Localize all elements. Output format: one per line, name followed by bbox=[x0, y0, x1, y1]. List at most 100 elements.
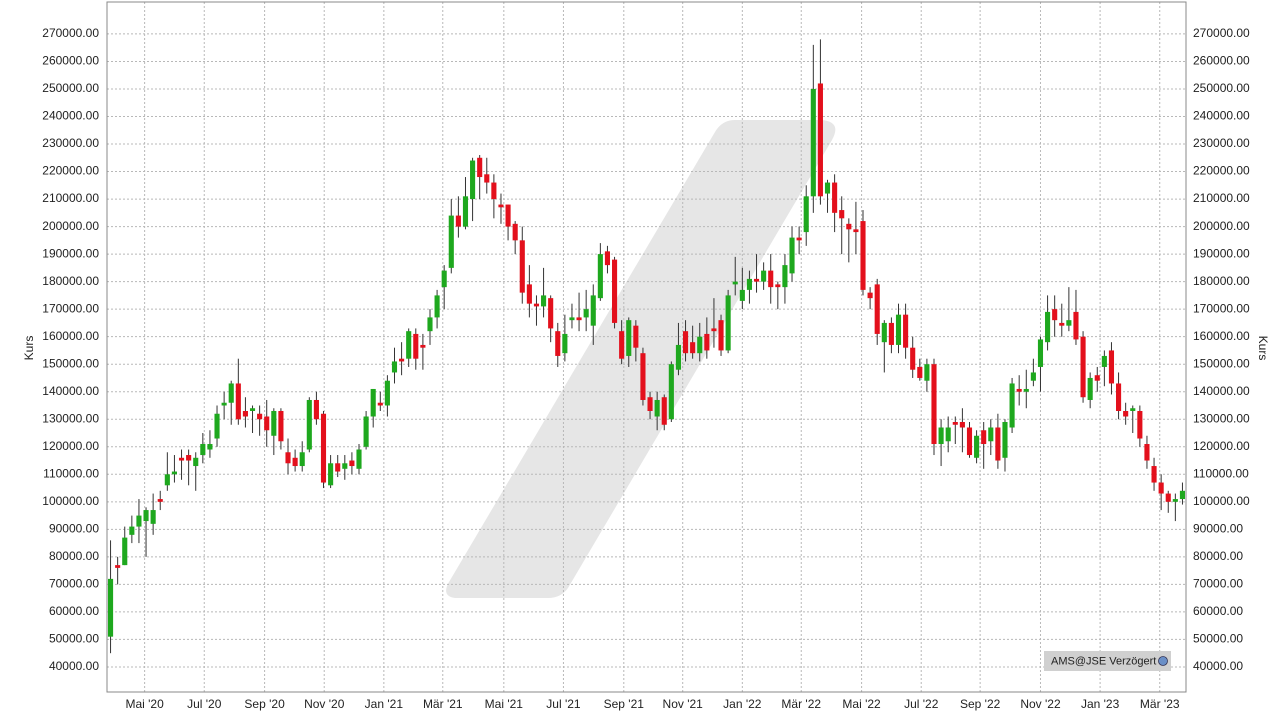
candle-body bbox=[164, 474, 170, 486]
candle-body bbox=[682, 331, 689, 354]
candle-body bbox=[235, 383, 241, 420]
candle-body bbox=[1066, 320, 1072, 326]
candle-body bbox=[846, 223, 852, 230]
y-tick-label: 220000.00 bbox=[42, 164, 99, 178]
candle-body bbox=[150, 510, 156, 524]
y2-tick-label: 180000.00 bbox=[1193, 274, 1250, 288]
candle-body bbox=[569, 317, 575, 321]
candle-body bbox=[711, 328, 717, 332]
y-tick-label: 170000.00 bbox=[42, 301, 99, 315]
y2-tick-label: 110000.00 bbox=[1193, 466, 1249, 480]
candle-body bbox=[129, 526, 135, 535]
candle-body bbox=[186, 455, 192, 461]
x-tick-label: Sep '20 bbox=[244, 697, 285, 711]
y-tick-label: 190000.00 bbox=[42, 246, 99, 260]
y-tick-label: 90000.00 bbox=[49, 522, 99, 536]
y-tick-label: 50000.00 bbox=[49, 632, 99, 646]
y-tick-label: 210000.00 bbox=[42, 191, 99, 205]
candle-body bbox=[519, 240, 525, 293]
candle-body bbox=[242, 410, 248, 417]
candle-body bbox=[491, 182, 497, 200]
y2-tick-label: 260000.00 bbox=[1193, 54, 1250, 68]
x-tick-label: Nov '20 bbox=[304, 697, 345, 711]
candle-body bbox=[548, 298, 554, 329]
candle-body bbox=[249, 408, 256, 411]
candle-body bbox=[895, 314, 902, 345]
candle-body bbox=[1172, 499, 1178, 502]
candles bbox=[107, 39, 1186, 654]
y2-tick-label: 50000.00 bbox=[1193, 632, 1243, 646]
x-tick-label: Sep '22 bbox=[960, 697, 1001, 711]
candle-body bbox=[768, 270, 774, 288]
candle-body bbox=[626, 320, 632, 356]
candle-body bbox=[328, 463, 334, 486]
y-tick-label: 80000.00 bbox=[49, 549, 99, 563]
y2-tick-label: 190000.00 bbox=[1193, 246, 1250, 260]
candle-body bbox=[1144, 444, 1150, 461]
candle-body bbox=[533, 303, 540, 307]
y2-tick-label: 80000.00 bbox=[1193, 549, 1243, 563]
candle-body bbox=[1002, 422, 1008, 458]
candle-body bbox=[888, 322, 894, 345]
candle-body bbox=[505, 204, 511, 227]
y-tick-label: 110000.00 bbox=[43, 466, 99, 480]
globe-icon bbox=[1158, 656, 1168, 666]
candle-body bbox=[1130, 408, 1136, 411]
candle-body bbox=[271, 410, 277, 436]
candle-body bbox=[1023, 388, 1029, 392]
candle-body bbox=[931, 364, 937, 445]
candle-body bbox=[427, 317, 433, 332]
y2-tick-label: 150000.00 bbox=[1193, 356, 1250, 370]
candle-body bbox=[399, 358, 405, 362]
candle-body bbox=[1094, 375, 1100, 381]
candle-body bbox=[1158, 482, 1164, 494]
x-tick-label: Jan '21 bbox=[365, 697, 404, 711]
candle-body bbox=[910, 347, 916, 370]
candle-body bbox=[1179, 490, 1186, 500]
candle-body bbox=[512, 223, 518, 241]
candle-body bbox=[406, 331, 412, 359]
candle-body bbox=[661, 397, 667, 425]
candle-body bbox=[178, 457, 185, 461]
candle-body bbox=[867, 292, 873, 299]
x-tick-label: Nov '21 bbox=[663, 697, 704, 711]
candle-body bbox=[1052, 309, 1058, 321]
y2-tick-label: 270000.00 bbox=[1193, 26, 1250, 40]
y-tick-label: 120000.00 bbox=[42, 439, 99, 453]
candle-body bbox=[455, 215, 461, 227]
candle-body bbox=[157, 499, 163, 502]
x-tick-label: Jul '21 bbox=[546, 697, 581, 711]
candle-body bbox=[966, 427, 973, 456]
candle-body bbox=[313, 399, 319, 420]
y-tick-label: 180000.00 bbox=[42, 274, 99, 288]
candle-body bbox=[349, 460, 355, 467]
y-tick-label: 270000.00 bbox=[42, 26, 99, 40]
candle-body bbox=[1009, 383, 1015, 428]
candle-body bbox=[1037, 339, 1044, 367]
candle-body bbox=[1151, 466, 1157, 483]
y2-tick-label: 60000.00 bbox=[1193, 604, 1243, 618]
candle-body bbox=[292, 457, 298, 467]
x-tick-label: Sep '21 bbox=[604, 697, 645, 711]
candle-body bbox=[1137, 410, 1143, 439]
candle-body bbox=[739, 289, 745, 301]
candle-body bbox=[1087, 377, 1093, 400]
y-tick-label: 250000.00 bbox=[42, 81, 99, 95]
candle-body bbox=[725, 295, 731, 351]
candle-body bbox=[1059, 322, 1065, 326]
candle-body bbox=[214, 413, 220, 439]
x-tick-label: Nov '22 bbox=[1020, 697, 1061, 711]
candle-body bbox=[761, 270, 767, 282]
candle-body bbox=[839, 210, 845, 219]
candle-body bbox=[171, 471, 177, 475]
candle-body bbox=[335, 463, 341, 472]
plot-frame bbox=[106, 1, 1187, 693]
candle-body bbox=[462, 196, 469, 227]
candle-body bbox=[384, 380, 390, 406]
candle-body bbox=[1108, 350, 1115, 384]
candle-body bbox=[938, 427, 944, 445]
y2-tick-label: 40000.00 bbox=[1193, 659, 1243, 673]
candle-body bbox=[853, 229, 859, 233]
candle-body bbox=[796, 237, 802, 241]
candle-body bbox=[342, 463, 348, 469]
